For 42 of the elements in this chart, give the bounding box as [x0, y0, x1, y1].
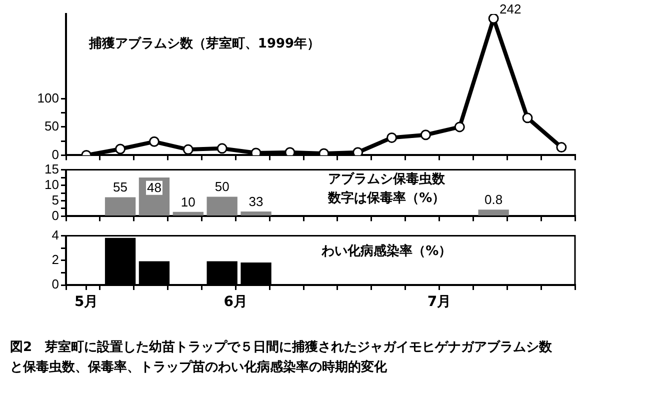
y-tick-label: 4 [52, 227, 59, 242]
x-tick-label: 6月 [224, 294, 248, 310]
point [250, 148, 262, 156]
annotation: 10 [180, 194, 196, 210]
point [386, 132, 398, 143]
y-tick-label: 10 [44, 176, 59, 192]
annotation: 48 [146, 180, 162, 195]
point [284, 147, 296, 156]
data-label: 242 [500, 2, 522, 17]
x-tick-label: 5月 [74, 294, 98, 310]
y-tick-label: 0 [52, 208, 59, 223]
annotation: わい化病感染率（%） [320, 243, 452, 260]
bar [104, 197, 136, 216]
annotation: 数字は保毒率（%） [327, 190, 446, 206]
y-tick-label: 15 [44, 161, 59, 176]
point [454, 122, 465, 132]
point [522, 112, 533, 124]
caption: 図2 芽室町に設置した幼苗トラップで５日間に捕獲されたジャガイモヒゲナガアブラムシ数と保毒虫数、保毒率、トラップ苗のわい化病感染率の時期的変化 [10, 338, 554, 377]
y-tick-label: 2 [52, 252, 59, 267]
annotation: 55 [113, 180, 128, 195]
point [420, 130, 431, 140]
x-tick-label: 7月 [427, 294, 452, 310]
bar [478, 210, 509, 216]
y-tick-label: 50 [44, 118, 59, 134]
bar [240, 212, 272, 216]
annotation: アブラムシ保毒虫数 [328, 171, 446, 188]
point [182, 144, 194, 155]
point [556, 142, 567, 153]
y-tick-label: 5 [52, 192, 59, 208]
y-tick-label: 0 [52, 146, 59, 162]
annotation: 0.8 [484, 192, 503, 208]
point [488, 14, 499, 24]
point [148, 136, 160, 147]
bar [206, 196, 238, 216]
point [352, 147, 364, 156]
point [216, 143, 228, 154]
annotation: 50 [214, 179, 230, 194]
y-tick-label: 100 [37, 90, 59, 106]
y-tick-label: 0 [52, 276, 59, 292]
annotation: 捕獲アブラムシ数（芽室町、1999年） [88, 35, 320, 52]
point [115, 144, 126, 154]
annotation: 33 [248, 194, 264, 209]
